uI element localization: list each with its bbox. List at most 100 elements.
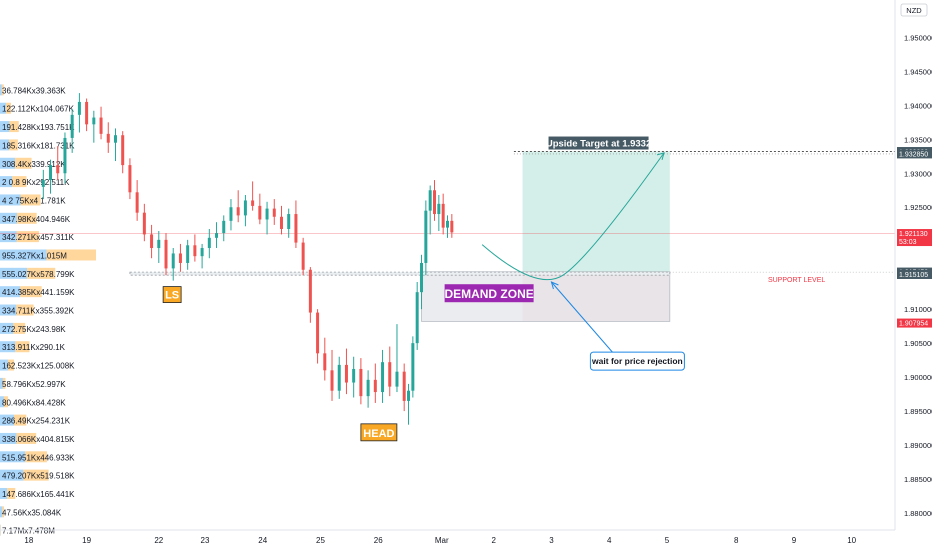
candle-body[interactable] xyxy=(424,210,428,263)
candle-body[interactable] xyxy=(243,200,247,216)
candle-body[interactable] xyxy=(164,239,168,269)
candle-body[interactable] xyxy=(265,208,269,220)
projection-curve xyxy=(481,152,665,281)
candle-body[interactable] xyxy=(236,207,240,216)
candle-body[interactable] xyxy=(446,220,449,228)
volume-bar-up xyxy=(0,102,6,114)
candle-body[interactable] xyxy=(411,343,415,391)
price-tag[interactable] xyxy=(897,269,932,279)
price-tag[interactable] xyxy=(897,229,932,247)
candle-body[interactable] xyxy=(352,368,356,383)
y-tick-label: 1.885000 xyxy=(904,475,932,484)
volume-bar-up xyxy=(0,139,10,151)
candle-body[interactable] xyxy=(359,368,363,397)
candle-body[interactable] xyxy=(415,292,419,344)
candle-body[interactable] xyxy=(49,165,53,181)
volume-label: 955.327Kx1.015M xyxy=(2,251,67,260)
candle-body[interactable] xyxy=(287,214,291,229)
candle-body[interactable] xyxy=(99,117,103,134)
currency-label: NZD xyxy=(906,6,922,15)
candle-body[interactable] xyxy=(142,212,146,235)
candle-body[interactable] xyxy=(437,203,441,215)
left-shoulder-label: LS xyxy=(165,290,179,302)
volume-bar-up xyxy=(0,432,17,444)
candle-body[interactable] xyxy=(301,242,305,270)
candle-body[interactable] xyxy=(279,216,283,229)
candle-body[interactable] xyxy=(381,362,385,393)
candle-body[interactable] xyxy=(388,362,392,387)
volume-bar-down xyxy=(15,341,30,353)
candle-body[interactable] xyxy=(441,203,445,228)
candle-body[interactable] xyxy=(70,114,74,138)
volume-label: 347.98Kx404.946K xyxy=(2,215,71,224)
volume-bar-down xyxy=(16,212,37,224)
candle-body[interactable] xyxy=(395,371,399,387)
volume-label: 414.385Kx441.159K xyxy=(2,288,75,297)
candle-body[interactable] xyxy=(63,137,67,174)
volume-label: 7.17Mx7.478M xyxy=(2,527,55,536)
candle-body[interactable] xyxy=(85,101,89,125)
candle-body[interactable] xyxy=(186,245,190,263)
candle-body[interactable] xyxy=(92,117,96,125)
x-tick-label: 22 xyxy=(154,536,163,545)
price-axis[interactable]: NZD 1.950000 1.945000 1.940000 1.935000 1.930… xyxy=(894,0,932,530)
candle-body[interactable] xyxy=(157,239,161,249)
candle-body[interactable] xyxy=(178,253,182,263)
candle-body[interactable] xyxy=(402,371,406,401)
volume-bar-down xyxy=(7,359,15,371)
candle-body[interactable] xyxy=(316,312,320,354)
y-tick-label: 1.935000 xyxy=(904,135,932,144)
candle-body[interactable] xyxy=(330,370,334,391)
candle-body[interactable] xyxy=(222,220,226,234)
candle-body[interactable] xyxy=(308,269,312,313)
demand-zone-badge xyxy=(444,284,534,303)
volume-bar-down xyxy=(15,157,32,169)
price-tag[interactable] xyxy=(897,149,932,159)
candle-body[interactable] xyxy=(200,248,204,257)
volume-label: 80.496Kx84.428K xyxy=(2,398,66,407)
volume-label: 313.911Kx290.1K xyxy=(2,343,66,352)
candle-body[interactable] xyxy=(251,200,255,206)
candle-body[interactable] xyxy=(215,233,219,238)
candle-body[interactable] xyxy=(323,353,327,371)
candle-body[interactable] xyxy=(344,364,348,383)
candle-body[interactable] xyxy=(272,208,276,217)
price-tag[interactable] xyxy=(897,318,932,328)
candle-body[interactable] xyxy=(373,379,377,393)
candle-body[interactable] xyxy=(56,165,60,174)
x-tick-label: 24 xyxy=(258,536,267,545)
x-tick-label: 18 xyxy=(24,536,33,545)
candle-body[interactable] xyxy=(128,165,132,193)
candle-body[interactable] xyxy=(41,180,45,187)
candle-body[interactable] xyxy=(229,207,233,221)
candle-body[interactable] xyxy=(428,190,432,211)
candle-body[interactable] xyxy=(366,379,370,397)
volume-bar-down xyxy=(9,121,19,133)
y-tick-label: 1.945000 xyxy=(904,67,932,76)
volume-bar-down xyxy=(16,432,37,444)
candle-body[interactable] xyxy=(207,237,211,249)
candle-body[interactable] xyxy=(171,253,175,269)
candle-body[interactable] xyxy=(337,364,341,391)
x-tick-label: 10 xyxy=(847,536,856,545)
left-shoulder-badge xyxy=(162,286,182,303)
candle-body[interactable] xyxy=(294,214,298,243)
candle-body[interactable] xyxy=(113,135,117,143)
time-axis[interactable]: 18 19 22 23 24 25 26 Mar 2 3 4 5 8 9 10 xyxy=(0,529,895,545)
candle-body[interactable] xyxy=(135,192,139,213)
volume-bar-up xyxy=(0,377,3,389)
candle-body[interactable] xyxy=(433,190,437,215)
volume-bar-up xyxy=(0,469,24,481)
candle-body[interactable] xyxy=(77,101,81,115)
candle-body[interactable] xyxy=(121,135,125,166)
candle-body[interactable] xyxy=(193,245,197,257)
candle-body[interactable] xyxy=(150,234,154,249)
candle-body[interactable] xyxy=(450,220,454,233)
candle-body[interactable] xyxy=(420,262,424,293)
candle-body[interactable] xyxy=(407,390,411,401)
x-tick-label: 3 xyxy=(549,536,554,545)
candle-body[interactable] xyxy=(106,133,110,143)
candle-body[interactable] xyxy=(258,205,262,220)
